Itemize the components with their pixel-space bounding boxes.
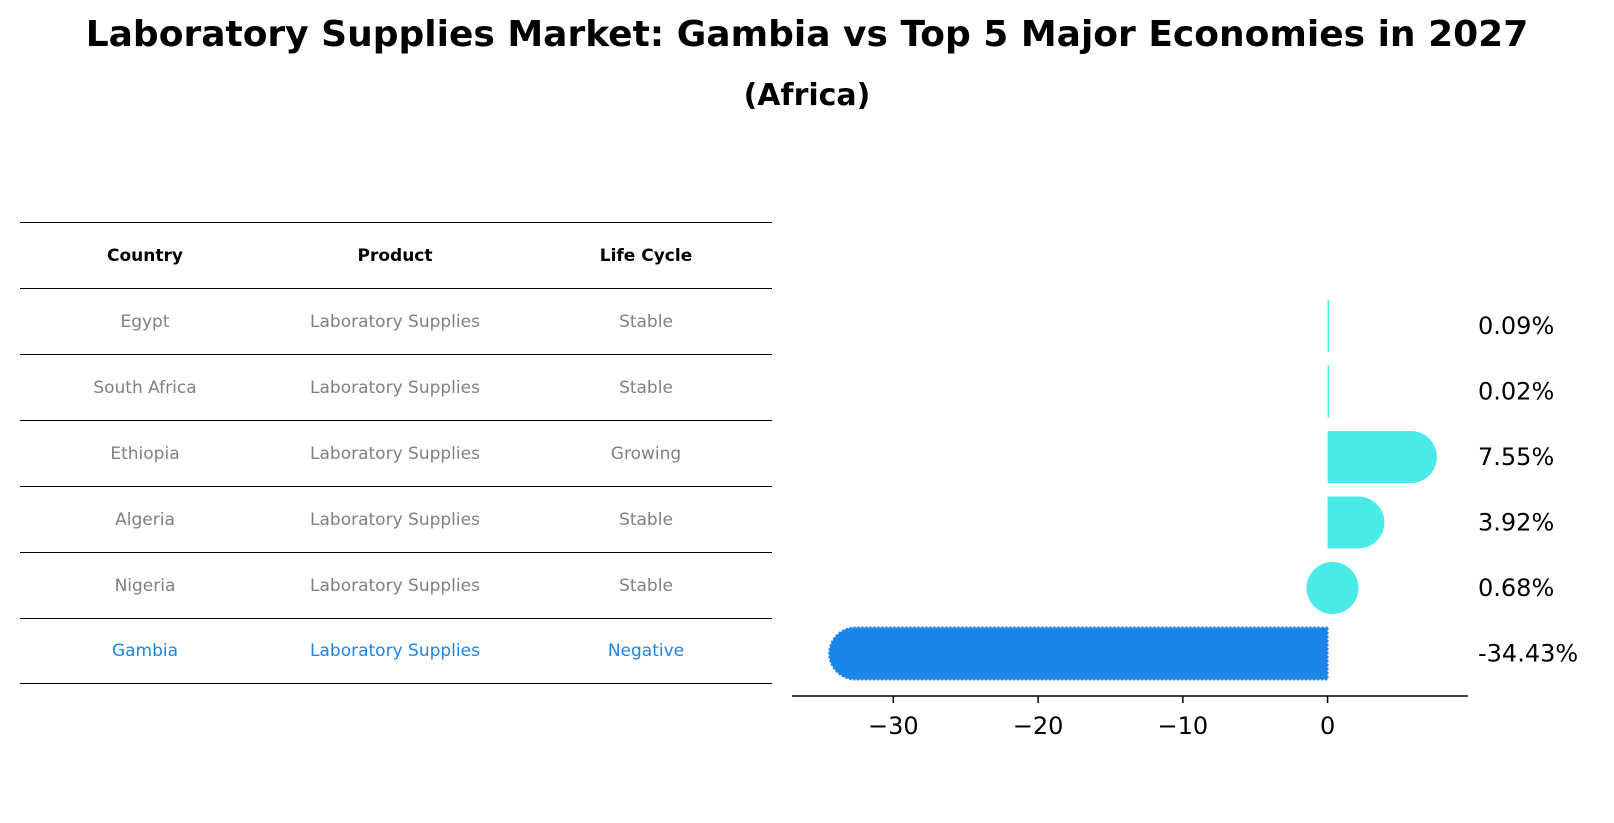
bar-egypt (1327, 300, 1330, 352)
header-product: Product (357, 245, 433, 266)
x-tick-label: −30 (868, 712, 919, 740)
product-cell: Laboratory Supplies (310, 311, 480, 332)
table-header-row: Country Product Life Cycle (20, 222, 772, 288)
bar-nigeria (1306, 562, 1359, 614)
value-label: 7.55% (1478, 443, 1554, 471)
value-label: 3.92% (1478, 509, 1554, 537)
life-cycle-cell: Stable (619, 377, 673, 398)
chart-title: Laboratory Supplies Market: Gambia vs To… (85, 14, 1529, 55)
country-cell: Nigeria (114, 575, 176, 596)
table-row: Nigeria Laboratory Supplies Stable (20, 552, 772, 618)
product-cell: Laboratory Supplies (310, 641, 480, 661)
life-cycle-cell: Stable (619, 575, 673, 596)
table-row: Ethiopia Laboratory Supplies Growing (20, 420, 772, 486)
header-country: Country (107, 245, 183, 266)
country-cell: Egypt (120, 311, 170, 332)
bar-algeria (1327, 496, 1385, 549)
table-row: Egypt Laboratory Supplies Stable (20, 288, 772, 354)
country-cell: Gambia (111, 641, 179, 661)
summary-table: Country Product Life Cycle Egypt Laborat… (20, 222, 772, 684)
value-label: 0.68% (1478, 574, 1554, 602)
life-cycle-cell: Stable (619, 509, 673, 530)
product-cell: Laboratory Supplies (310, 443, 480, 464)
value-label: 0.09% (1478, 312, 1554, 340)
x-tick-label: −10 (1158, 712, 1209, 740)
country-cell: South Africa (93, 377, 197, 398)
value-label: -34.43% (1478, 640, 1578, 668)
product-cell: Laboratory Supplies (310, 509, 480, 530)
x-tick-label: 0 (1320, 712, 1335, 740)
x-tick-label: −20 (1013, 712, 1064, 740)
table-row: Algeria Laboratory Supplies Stable (20, 486, 772, 552)
header-life-cycle: Life Cycle (599, 245, 693, 266)
life-cycle-cell: Negative (607, 641, 685, 661)
bar-south-africa (1327, 365, 1330, 418)
life-cycle-cell: Stable (619, 311, 673, 332)
country-cell: Algeria (115, 509, 175, 530)
life-cycle-cell: Growing (610, 443, 682, 464)
country-cell: Ethiopia (110, 443, 180, 464)
value-label: 0.02% (1478, 378, 1554, 406)
table-row-highlight: Gambia Laboratory Supplies Negative (20, 618, 772, 684)
bar-gambia (828, 626, 1329, 681)
bar-ethiopia (1327, 431, 1437, 483)
product-cell: Laboratory Supplies (310, 377, 480, 398)
table-row: South Africa Laboratory Supplies Stable (20, 354, 772, 420)
chart-subtitle: (Africa) (743, 78, 871, 113)
product-cell: Laboratory Supplies (310, 575, 480, 596)
